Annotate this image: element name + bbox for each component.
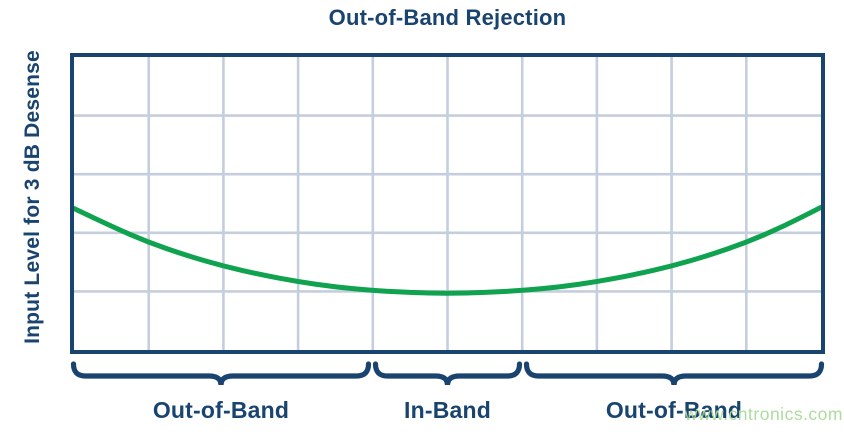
plot-area	[70, 53, 825, 354]
rejection-curve-svg	[74, 57, 821, 350]
band-label-out-of-band-right: Out-of-Band	[605, 397, 743, 423]
band-label-out-of-band-left: Out-of-Band	[152, 397, 290, 423]
watermark: www.cntronics.com	[684, 404, 843, 424]
band-label-in-band: In-Band	[404, 397, 491, 423]
chart-title: Out-of-Band Rejection	[328, 5, 567, 30]
band-braces	[70, 361, 825, 386]
brace-out-of-band-2	[523, 361, 825, 386]
brace-in-band-1	[372, 361, 523, 386]
rejection-curve	[74, 204, 821, 296]
brace-out-of-band-0	[70, 361, 372, 386]
y-axis-label: Input Level for 3 dB Desense	[21, 50, 44, 344]
